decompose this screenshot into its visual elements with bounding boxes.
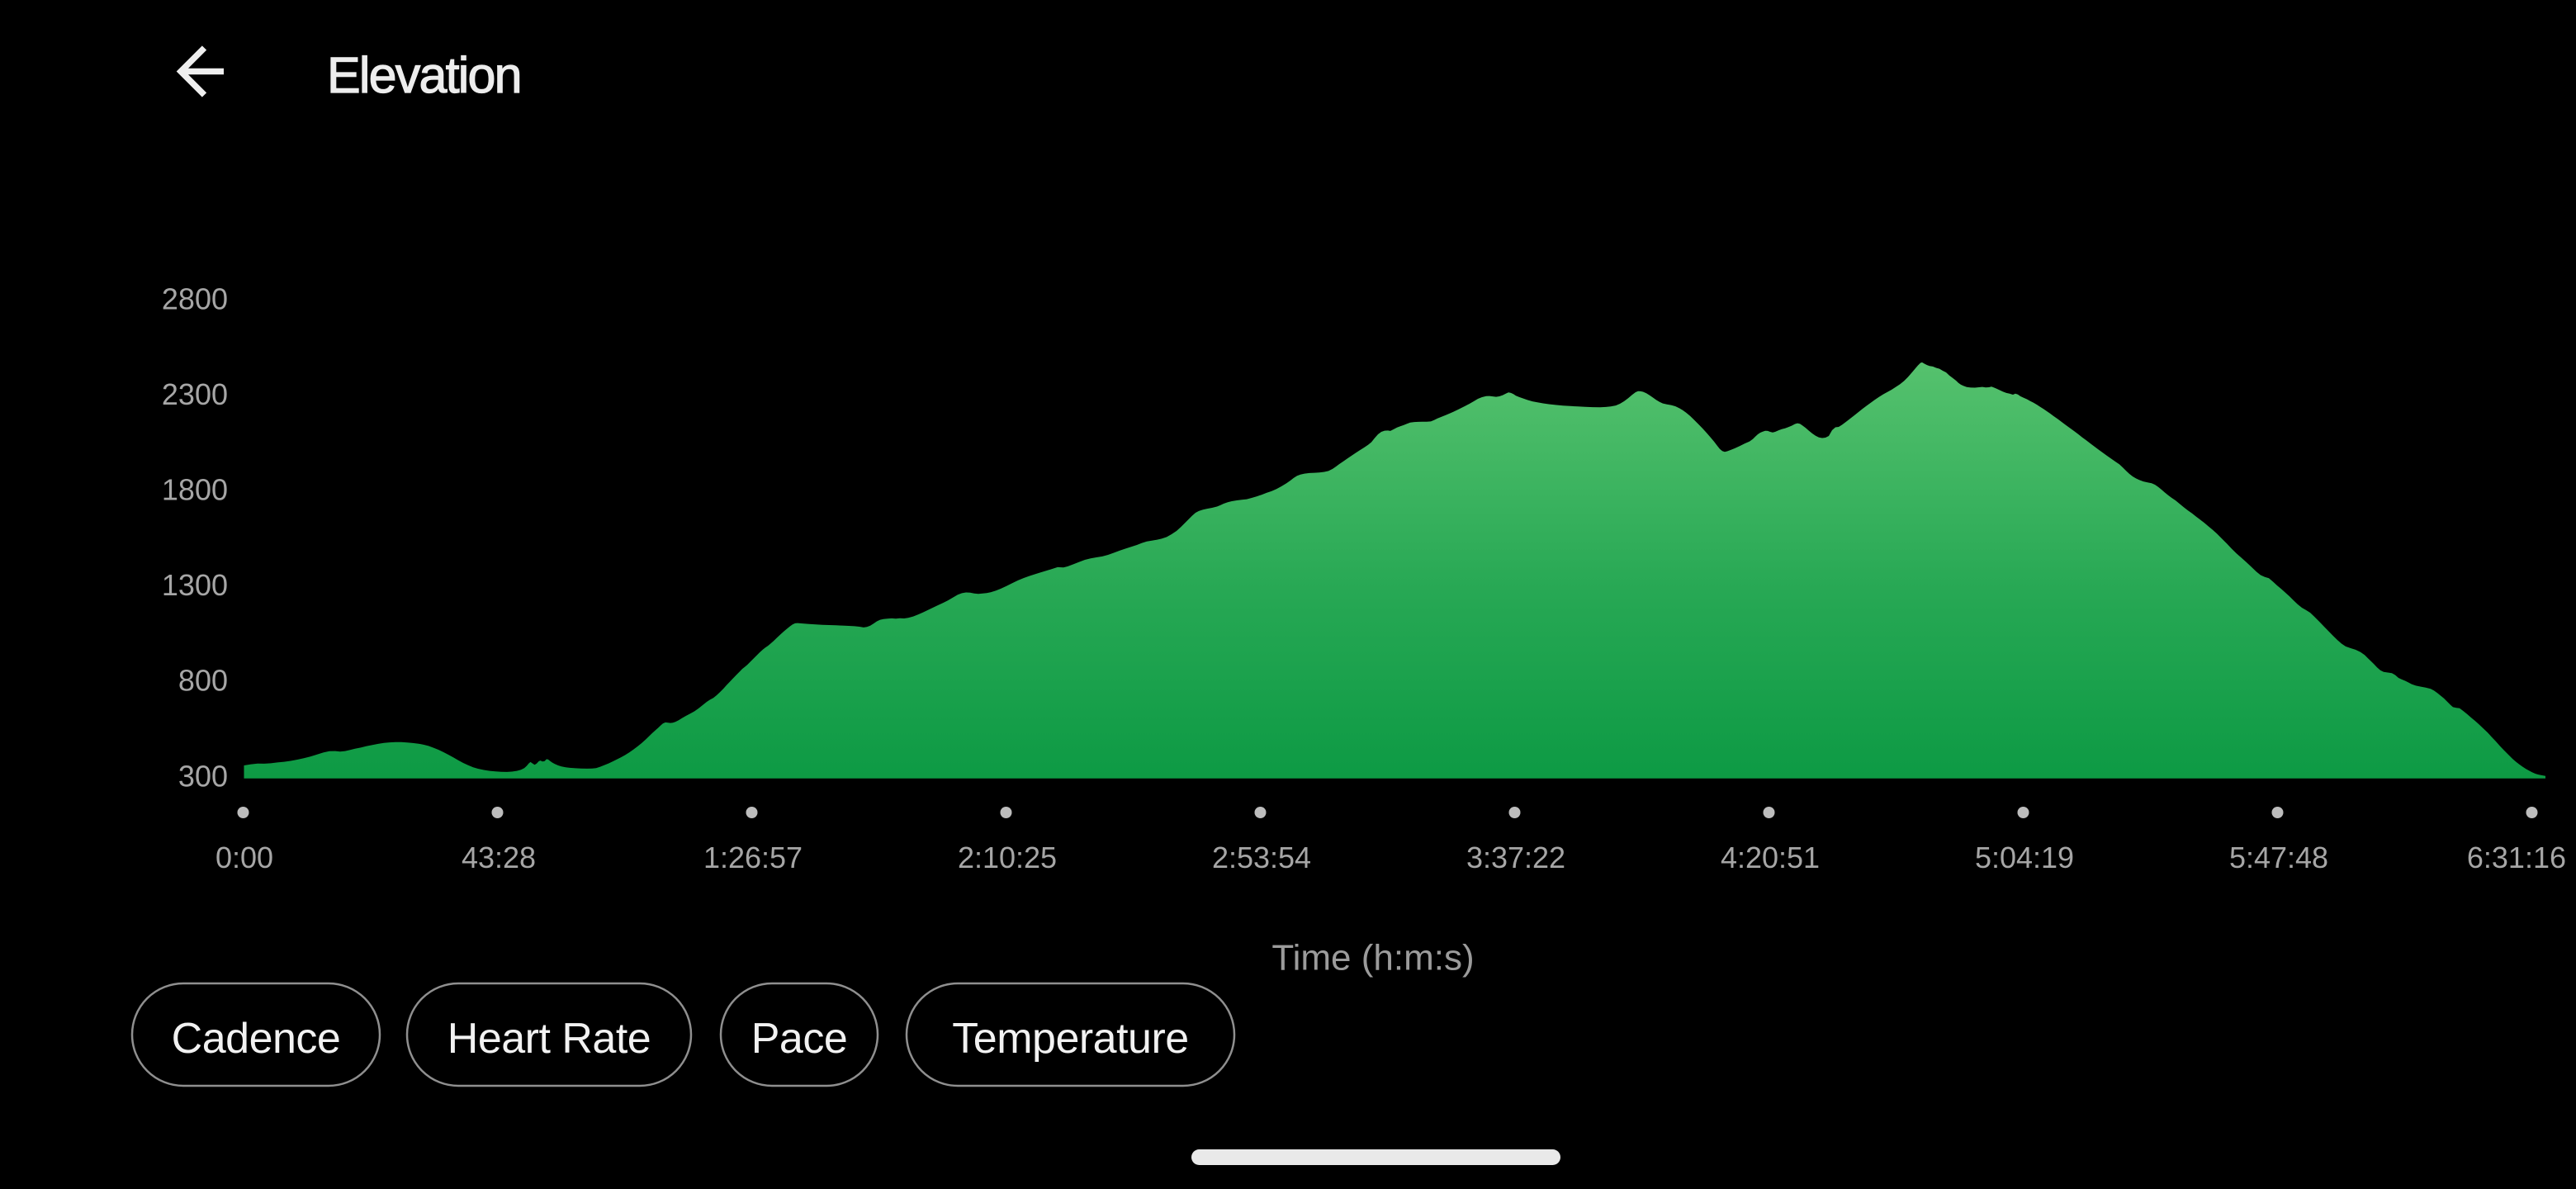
svg-text:Time (h:m:s): Time (h:m:s) bbox=[1271, 938, 1474, 978]
svg-text:2300: 2300 bbox=[162, 377, 228, 411]
svg-text:Cadence: Cadence bbox=[172, 1015, 341, 1063]
svg-text:2:53:54: 2:53:54 bbox=[1212, 841, 1311, 874]
svg-text:1800: 1800 bbox=[162, 473, 228, 507]
svg-text:Temperature: Temperature bbox=[952, 1015, 1188, 1063]
svg-text:1:26:57: 1:26:57 bbox=[703, 841, 803, 874]
svg-text:3:37:22: 3:37:22 bbox=[1466, 841, 1565, 874]
svg-text:800: 800 bbox=[178, 664, 228, 698]
svg-text:300: 300 bbox=[178, 759, 228, 793]
svg-text:2800: 2800 bbox=[162, 282, 228, 315]
svg-text:2:10:25: 2:10:25 bbox=[958, 841, 1057, 874]
svg-text:4:20:51: 4:20:51 bbox=[1721, 841, 1820, 874]
svg-text:5:04:19: 5:04:19 bbox=[1975, 841, 2074, 874]
svg-text:Elevation: Elevation bbox=[327, 47, 521, 103]
svg-text:5:47:48: 5:47:48 bbox=[2229, 841, 2328, 874]
svg-text:0:00: 0:00 bbox=[215, 841, 273, 874]
svg-text:1300: 1300 bbox=[162, 568, 228, 602]
svg-text:6:31:16: 6:31:16 bbox=[2467, 841, 2566, 874]
svg-text:Heart Rate: Heart Rate bbox=[447, 1015, 651, 1063]
svg-text:43:28: 43:28 bbox=[462, 841, 536, 874]
svg-text:Pace: Pace bbox=[751, 1015, 848, 1063]
